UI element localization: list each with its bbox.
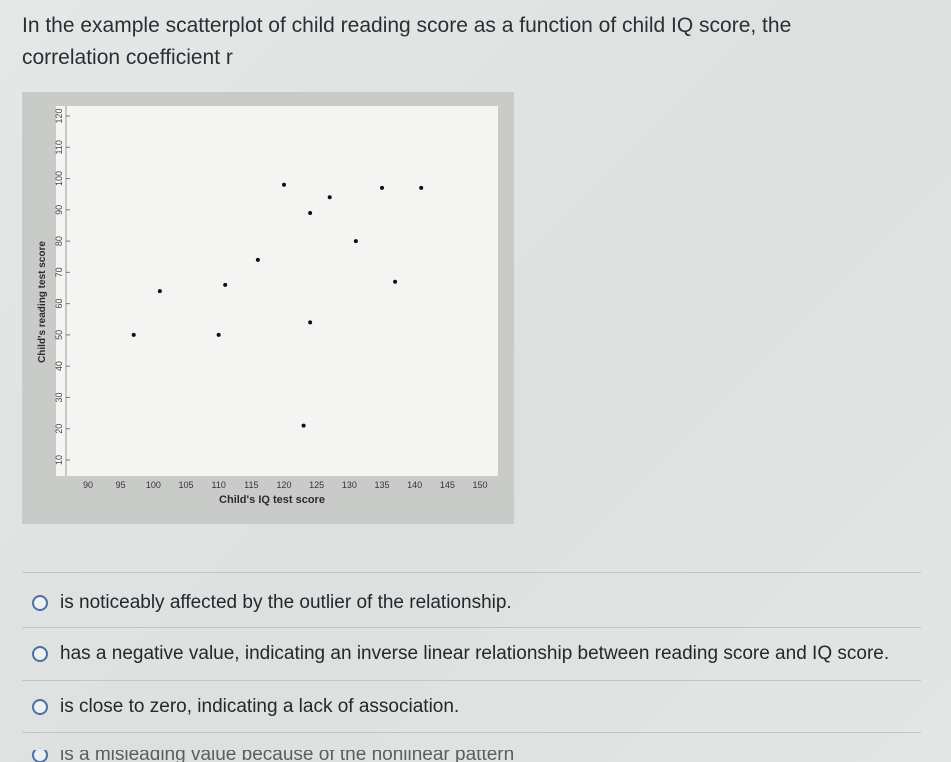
option-label: has a negative value, indicating an inve… [60, 643, 890, 664]
y-tick-label: 100 [54, 171, 64, 186]
x-tick-label: 130 [342, 480, 357, 490]
option-divider [22, 572, 921, 573]
x-axis-label: Child's IQ test score [219, 494, 325, 506]
y-tick-label: 40 [54, 361, 64, 371]
option-negative-value[interactable]: has a negative value, indicating an inve… [32, 643, 889, 665]
scatterplot-panel: 10 20 30 40 50 60 70 80 90 100 110 120 90 95 100 105 11… [22, 92, 514, 524]
x-tick-label: 120 [276, 480, 291, 490]
data-point [157, 289, 162, 294]
data-point [327, 195, 332, 200]
data-point [131, 332, 136, 337]
option-divider [22, 680, 921, 681]
data-point [380, 185, 384, 190]
x-tick-label: 115 [244, 480, 258, 490]
data-point [308, 210, 313, 215]
y-tick-label: 10 [54, 455, 64, 465]
data-point [419, 185, 424, 190]
option-label: is close to zero, indicating a lack of a… [60, 696, 460, 717]
y-axis-label: Child's reading test score [37, 241, 48, 363]
y-tick-label: 20 [54, 424, 64, 434]
y-tick-label: 110 [54, 140, 64, 154]
x-tick-label: 150 [472, 480, 487, 490]
x-tick-label: 110 [211, 480, 225, 490]
radio-button-icon[interactable] [32, 646, 48, 662]
scatterplot-chart: 10 20 30 40 50 60 70 80 90 100 110 120 90 95 100 105 11… [37, 106, 498, 506]
data-point [308, 320, 313, 325]
option-misleading-value[interactable]: is a misleading value because of the non… [32, 750, 514, 762]
x-tick-label: 100 [146, 480, 161, 490]
y-tick-label: 80 [54, 236, 64, 246]
question-line-2: correlation coefficient r [22, 46, 233, 69]
partially-visible-option-wrapper: is a misleading value because of the non… [0, 750, 951, 762]
x-tick-label: 105 [178, 480, 193, 490]
plot-area [56, 106, 498, 476]
data-point [223, 282, 228, 287]
data-point [353, 239, 358, 244]
radio-button-icon[interactable] [32, 750, 48, 762]
data-point [216, 332, 221, 337]
y-tick-label: 90 [54, 205, 64, 215]
x-tick-label: 140 [407, 480, 422, 490]
option-divider [22, 732, 921, 733]
option-divider [22, 627, 921, 628]
option-outlier[interactable]: is noticeably affected by the outlier of… [32, 592, 512, 614]
data-point [301, 423, 306, 428]
x-tick-label: 135 [374, 480, 389, 490]
radio-button-icon[interactable] [32, 595, 48, 611]
y-tick-label: 60 [54, 299, 64, 309]
x-tick-label: 95 [116, 480, 126, 490]
x-tick-label: 90 [83, 480, 93, 490]
x-tick-label: 125 [309, 480, 324, 490]
x-tick-label: 145 [440, 480, 455, 490]
y-tick-label: 120 [54, 108, 64, 123]
option-label: is noticeably affected by the outlier of… [60, 592, 512, 613]
y-tick-label: 30 [54, 392, 64, 402]
option-label: is a misleading value because of the non… [60, 750, 515, 762]
question-text: In the example scatterplot of child read… [22, 10, 902, 74]
radio-button-icon[interactable] [32, 699, 48, 715]
data-point [282, 182, 286, 187]
question-line-1: In the example scatterplot of child read… [22, 14, 792, 37]
y-tick-label: 70 [54, 267, 64, 277]
data-point [255, 257, 260, 262]
option-close-to-zero[interactable]: is close to zero, indicating a lack of a… [32, 696, 459, 718]
data-point [393, 279, 398, 284]
y-tick-label: 50 [54, 330, 64, 340]
